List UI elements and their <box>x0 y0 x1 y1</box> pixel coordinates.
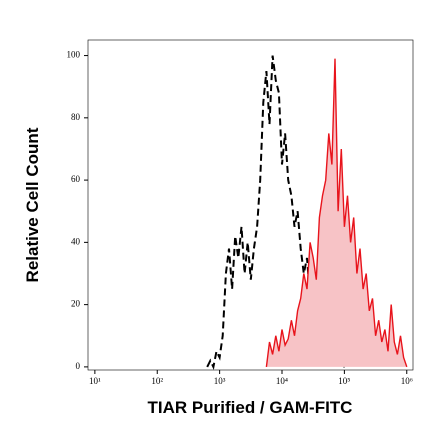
x-tick-label: 10¹ <box>89 376 101 386</box>
y-tick-label: 40 <box>71 236 81 246</box>
x-axis-title: TIAR Purified / GAM-FITC <box>148 398 353 417</box>
x-tick-label: 10⁴ <box>276 376 288 386</box>
area <box>266 58 407 367</box>
plot-frame <box>87 39 414 371</box>
y-tick-label: 0 <box>76 361 81 371</box>
x-tick-label: 10² <box>151 376 163 386</box>
y-tick-label: 20 <box>71 299 81 309</box>
y-tick-label: 60 <box>71 174 81 184</box>
x-tick-label: 10⁵ <box>338 376 350 386</box>
x-tick-label: 10³ <box>214 376 226 386</box>
line <box>265 58 408 368</box>
y-tick-label: 100 <box>67 50 81 60</box>
x-tick-label: 10⁶ <box>401 376 413 386</box>
y-axis-title: Relative Cell Count <box>23 127 42 282</box>
y-tick-label: 80 <box>71 112 81 122</box>
